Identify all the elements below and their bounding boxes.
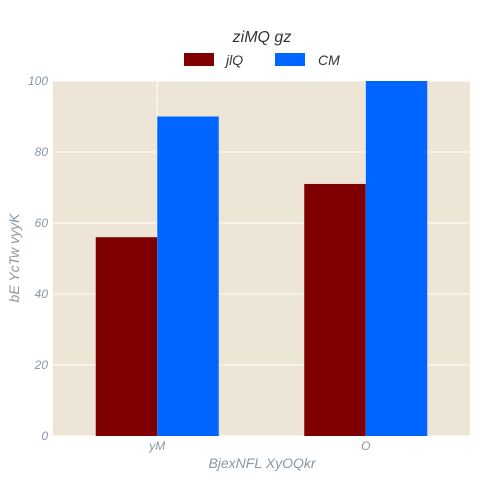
- legend: jlQ CM: [184, 52, 340, 68]
- bars-group: [95, 81, 428, 436]
- y-tick-label: 100: [28, 74, 48, 88]
- bar-series-2-yM: [157, 116, 219, 436]
- bar-series-2-O: [365, 81, 428, 436]
- x-tick-label: O: [361, 439, 370, 453]
- x-tick-label: yM: [148, 439, 165, 453]
- y-axis-label: bE YcTw vyyK: [6, 213, 22, 303]
- bar-series-1-O: [304, 183, 366, 436]
- y-tick-label: 20: [34, 358, 49, 372]
- y-tick-label: 60: [35, 216, 49, 230]
- legend-label-series-1: jlQ: [224, 52, 243, 68]
- y-tick-label: 40: [35, 287, 49, 301]
- x-tick-labels: yM O: [148, 439, 370, 453]
- x-axis-label: BjexNFL XyOQkr: [208, 455, 316, 471]
- legend-swatch-series-1: [184, 53, 214, 66]
- y-tick-label: 80: [35, 145, 49, 159]
- y-tick-label: 0: [41, 429, 48, 443]
- bar-series-1-yM: [95, 237, 158, 436]
- legend-swatch-series-2: [275, 53, 305, 66]
- y-tick-labels: 0 20 40 60 80 100: [28, 74, 48, 443]
- legend-label-series-2: CM: [318, 52, 340, 68]
- chart-title: ziMQ gz: [232, 29, 292, 46]
